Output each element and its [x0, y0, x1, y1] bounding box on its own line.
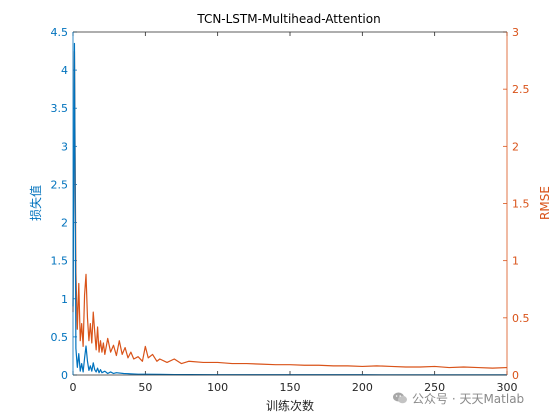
- left-y-tick-label: 0.5: [51, 331, 69, 344]
- x-tick-label: 100: [207, 381, 228, 394]
- right-y-tick-label: 2: [512, 140, 519, 153]
- x-tick-label: 250: [424, 381, 445, 394]
- right-y-tick-label: 1.5: [512, 198, 530, 211]
- x-tick-label: 50: [138, 381, 152, 394]
- x-axis-label: 训练次数: [266, 398, 314, 413]
- left-y-tick-label: 4: [61, 64, 68, 77]
- left-y-tick-label: 3.5: [51, 102, 69, 115]
- right-y-tick-label: 0: [512, 369, 519, 382]
- rmse-series-line: [72, 50, 508, 369]
- watermark: 公众号 · 天天Matlab: [392, 389, 524, 407]
- left-y-tick-label: 1: [61, 293, 68, 306]
- left-y-tick-label: 0: [61, 369, 68, 382]
- x-tick-label: 150: [280, 381, 301, 394]
- left-y-tick-label: 2.5: [51, 178, 69, 191]
- chart-title: TCN-LSTM-Multihead-Attention: [196, 12, 380, 26]
- left-y-tick-label: 2: [61, 217, 68, 230]
- left-y-tick-label: 1.5: [51, 255, 69, 268]
- x-tick-label: 0: [70, 381, 77, 394]
- wechat-icon: [393, 392, 407, 404]
- left-axis-label: 损失值: [28, 185, 43, 221]
- plot-area: [73, 32, 507, 375]
- right-y-tick-label: 2.5: [512, 83, 530, 96]
- tick-layer: 0 50 100 150 200 250 30000.511.522.533.544.500…: [51, 26, 530, 394]
- right-y-tick-label: 1: [512, 255, 519, 268]
- left-y-tick-label: 3: [61, 140, 68, 153]
- series-layer: [72, 42, 508, 376]
- left-y-tick-label: 4.5: [51, 26, 69, 39]
- right-axis-label: RMSE: [538, 186, 552, 220]
- loss-series-line: [72, 42, 507, 376]
- x-tick-label: 200: [352, 381, 373, 394]
- x-tick-label: 300: [497, 381, 518, 394]
- watermark-text: 公众号 · 天天Matlab: [412, 391, 525, 406]
- right-y-tick-label: 0.5: [512, 312, 530, 325]
- right-y-tick-label: 3: [512, 26, 519, 39]
